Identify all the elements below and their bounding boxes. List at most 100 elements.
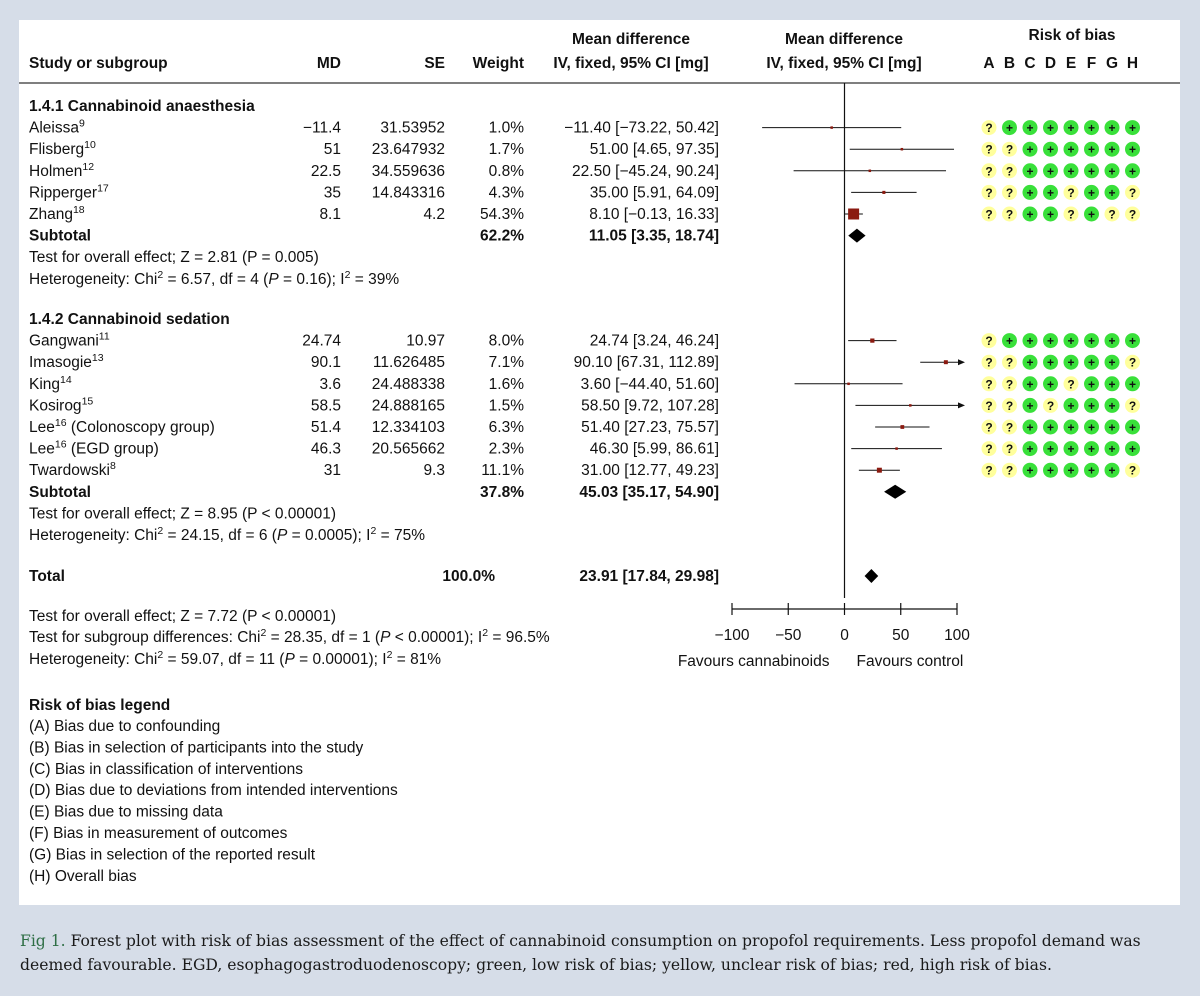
study-1-4-md: 51.4 (311, 419, 342, 436)
study-0-2-se: 34.559636 (372, 163, 445, 180)
study-0-4-rob-symbol-c: + (1026, 208, 1033, 222)
study-1-0-md: 24.74 (302, 333, 341, 350)
study-0-1-rob-e (1063, 141, 1079, 157)
study-1-4-rob-symbol-a: ? (985, 421, 992, 435)
study-1-6-se: 9.3 (423, 462, 445, 479)
study-1-2-rob-symbol-h: + (1129, 377, 1136, 391)
study-1-5-weight: 2.3% (489, 441, 525, 458)
header-rob-col-f: F (1087, 55, 1096, 72)
study-1-4-se: 12.334103 (372, 419, 445, 436)
study-1-0-rob-g (1104, 333, 1120, 349)
study-1-1-rob-f (1084, 354, 1099, 370)
study-1-1-rob-symbol-e: + (1067, 356, 1074, 370)
header-rob-title: Risk of bias (1029, 27, 1116, 44)
study-0-2-rob-h (1125, 163, 1140, 179)
x-axis-tick-label: −50 (775, 627, 802, 644)
study-0-0-weight: 1.0% (489, 120, 525, 137)
header-rob-col-a: A (983, 55, 994, 72)
study-1-1-md: 90.1 (311, 354, 341, 371)
study-0-0-estimate (830, 126, 833, 129)
study-0-4-rob-symbol-e: ? (1067, 208, 1074, 222)
study-1-3-rob-a (981, 397, 997, 413)
study-1-6-rob-c (1022, 462, 1038, 478)
study-0-2-rob-d (1043, 163, 1058, 179)
study-1-1-rob-symbol-h: ? (1129, 356, 1136, 370)
study-1-1-ci: 90.10 [67.31, 112.89] (574, 354, 719, 371)
study-1-0-rob-b (1002, 333, 1017, 349)
study-1-6-rob-e (1063, 462, 1079, 478)
study-1-4-rob-symbol-b: ? (1006, 421, 1013, 435)
study-1-0-ci: 24.74 [3.24, 46.24] (590, 333, 719, 350)
study-1-0-rob-symbol-h: + (1129, 334, 1136, 348)
study-1-0-rob-symbol-d: + (1047, 334, 1054, 348)
study-1-5-rob-symbol-d: + (1047, 442, 1054, 456)
study-1-2-rob-symbol-a: ? (985, 377, 992, 391)
study-0-4-estimate (848, 208, 860, 220)
study-1-3-rob-b (1002, 397, 1017, 413)
rob-legend-item: (C) Bias in classification of interventi… (29, 761, 303, 778)
study-0-3-ci: 35.00 [5.91, 64.09] (590, 184, 719, 201)
study-1-2-rob-g (1104, 376, 1120, 392)
study-0-1-estimate (900, 147, 904, 151)
figure-caption: Fig 1. Forest plot with risk of bias ass… (20, 929, 1190, 977)
study-1-5-rob-symbol-e: + (1067, 442, 1074, 456)
study-1-0-estimate (870, 338, 875, 343)
study-0-0-rob-symbol-b: + (1006, 121, 1013, 135)
study-0-1-rob-c (1022, 141, 1038, 157)
study-0-1-rob-symbol-e: + (1067, 143, 1074, 157)
study-1-0-rob-d (1043, 333, 1058, 349)
study-0-0-rob-e (1063, 120, 1079, 136)
study-0-2-rob-symbol-c: + (1026, 164, 1033, 178)
study-1-2-rob-d (1043, 376, 1058, 392)
study-1-6-rob-d (1043, 462, 1058, 478)
study-0-4-se: 4.2 (423, 206, 445, 223)
study-0-0-rob-symbol-f: + (1088, 121, 1095, 135)
study-1-6-rob-f (1084, 462, 1099, 478)
study-0-4-name: Zhang18 (29, 204, 85, 223)
study-1-6-rob-h (1125, 462, 1140, 478)
study-0-3-rob-h (1125, 184, 1140, 200)
study-1-3-ci-arrow (958, 402, 965, 409)
study-1-3-rob-symbol-a: ? (985, 399, 992, 413)
group-0-heterogeneity: Heterogeneity: Chi2 = 6.57, df = 4 (P = … (29, 269, 399, 288)
header-rob-col-h: H (1127, 55, 1138, 72)
study-1-3-rob-symbol-d: ? (1047, 399, 1054, 413)
forest-plot: Study or subgroup MD SE Weight Mean differen… (19, 27, 1180, 885)
study-1-4-rob-symbol-c: + (1026, 421, 1033, 435)
study-1-1-ci-arrow (958, 359, 965, 366)
study-0-3-weight: 4.3% (489, 184, 525, 201)
study-0-1-ci: 51.00 [4.65, 97.35] (590, 141, 719, 158)
study-1-3-rob-f (1084, 397, 1099, 413)
header-md: MD (317, 55, 341, 72)
study-1-3-name: Kosirog15 (29, 395, 93, 414)
group-0-subtotal-diamond (848, 228, 866, 243)
study-1-1-rob-e (1063, 354, 1079, 370)
study-1-5-rob-g (1104, 441, 1120, 457)
group-1-overall-effect: Test for overall effect; Z = 8.95 (P < 0… (29, 505, 336, 522)
study-1-6-rob-symbol-h: ? (1129, 464, 1136, 478)
study-1-3-rob-h (1125, 397, 1140, 413)
header-rob-col-b: B (1004, 55, 1015, 72)
study-1-2-rob-e (1063, 376, 1079, 392)
study-1-1-rob-a (981, 354, 997, 370)
study-1-3-rob-symbol-f: + (1088, 399, 1095, 413)
study-0-1-rob-symbol-g: + (1108, 143, 1115, 157)
group-0-subtotal-label: Subtotal (29, 228, 91, 245)
study-1-4-rob-symbol-e: + (1067, 421, 1074, 435)
x-axis-tick-label: −100 (715, 627, 750, 644)
study-0-0-rob-f (1084, 120, 1099, 136)
study-1-0-rob-symbol-c: + (1026, 334, 1033, 348)
study-0-4-ci: 8.10 [−0.13, 16.33] (589, 206, 719, 223)
group-0-subtotal-ci: 11.05 [3.35, 18.74] (589, 228, 719, 245)
x-axis-tick-label: 50 (892, 627, 910, 644)
study-1-1-rob-symbol-a: ? (985, 356, 992, 370)
study-1-4-rob-symbol-h: + (1129, 421, 1136, 435)
study-0-4-rob-symbol-h: ? (1129, 208, 1136, 222)
study-1-3-estimate (909, 404, 912, 407)
study-1-1-rob-b (1002, 354, 1017, 370)
forest-plot-panel: Study or subgroup MD SE Weight Mean differen… (19, 20, 1180, 905)
study-0-3-rob-a (981, 184, 997, 200)
group-1-subtotal-weight: 37.8% (480, 484, 524, 501)
study-1-1-rob-symbol-d: + (1047, 356, 1054, 370)
study-0-2-rob-b (1002, 163, 1017, 179)
